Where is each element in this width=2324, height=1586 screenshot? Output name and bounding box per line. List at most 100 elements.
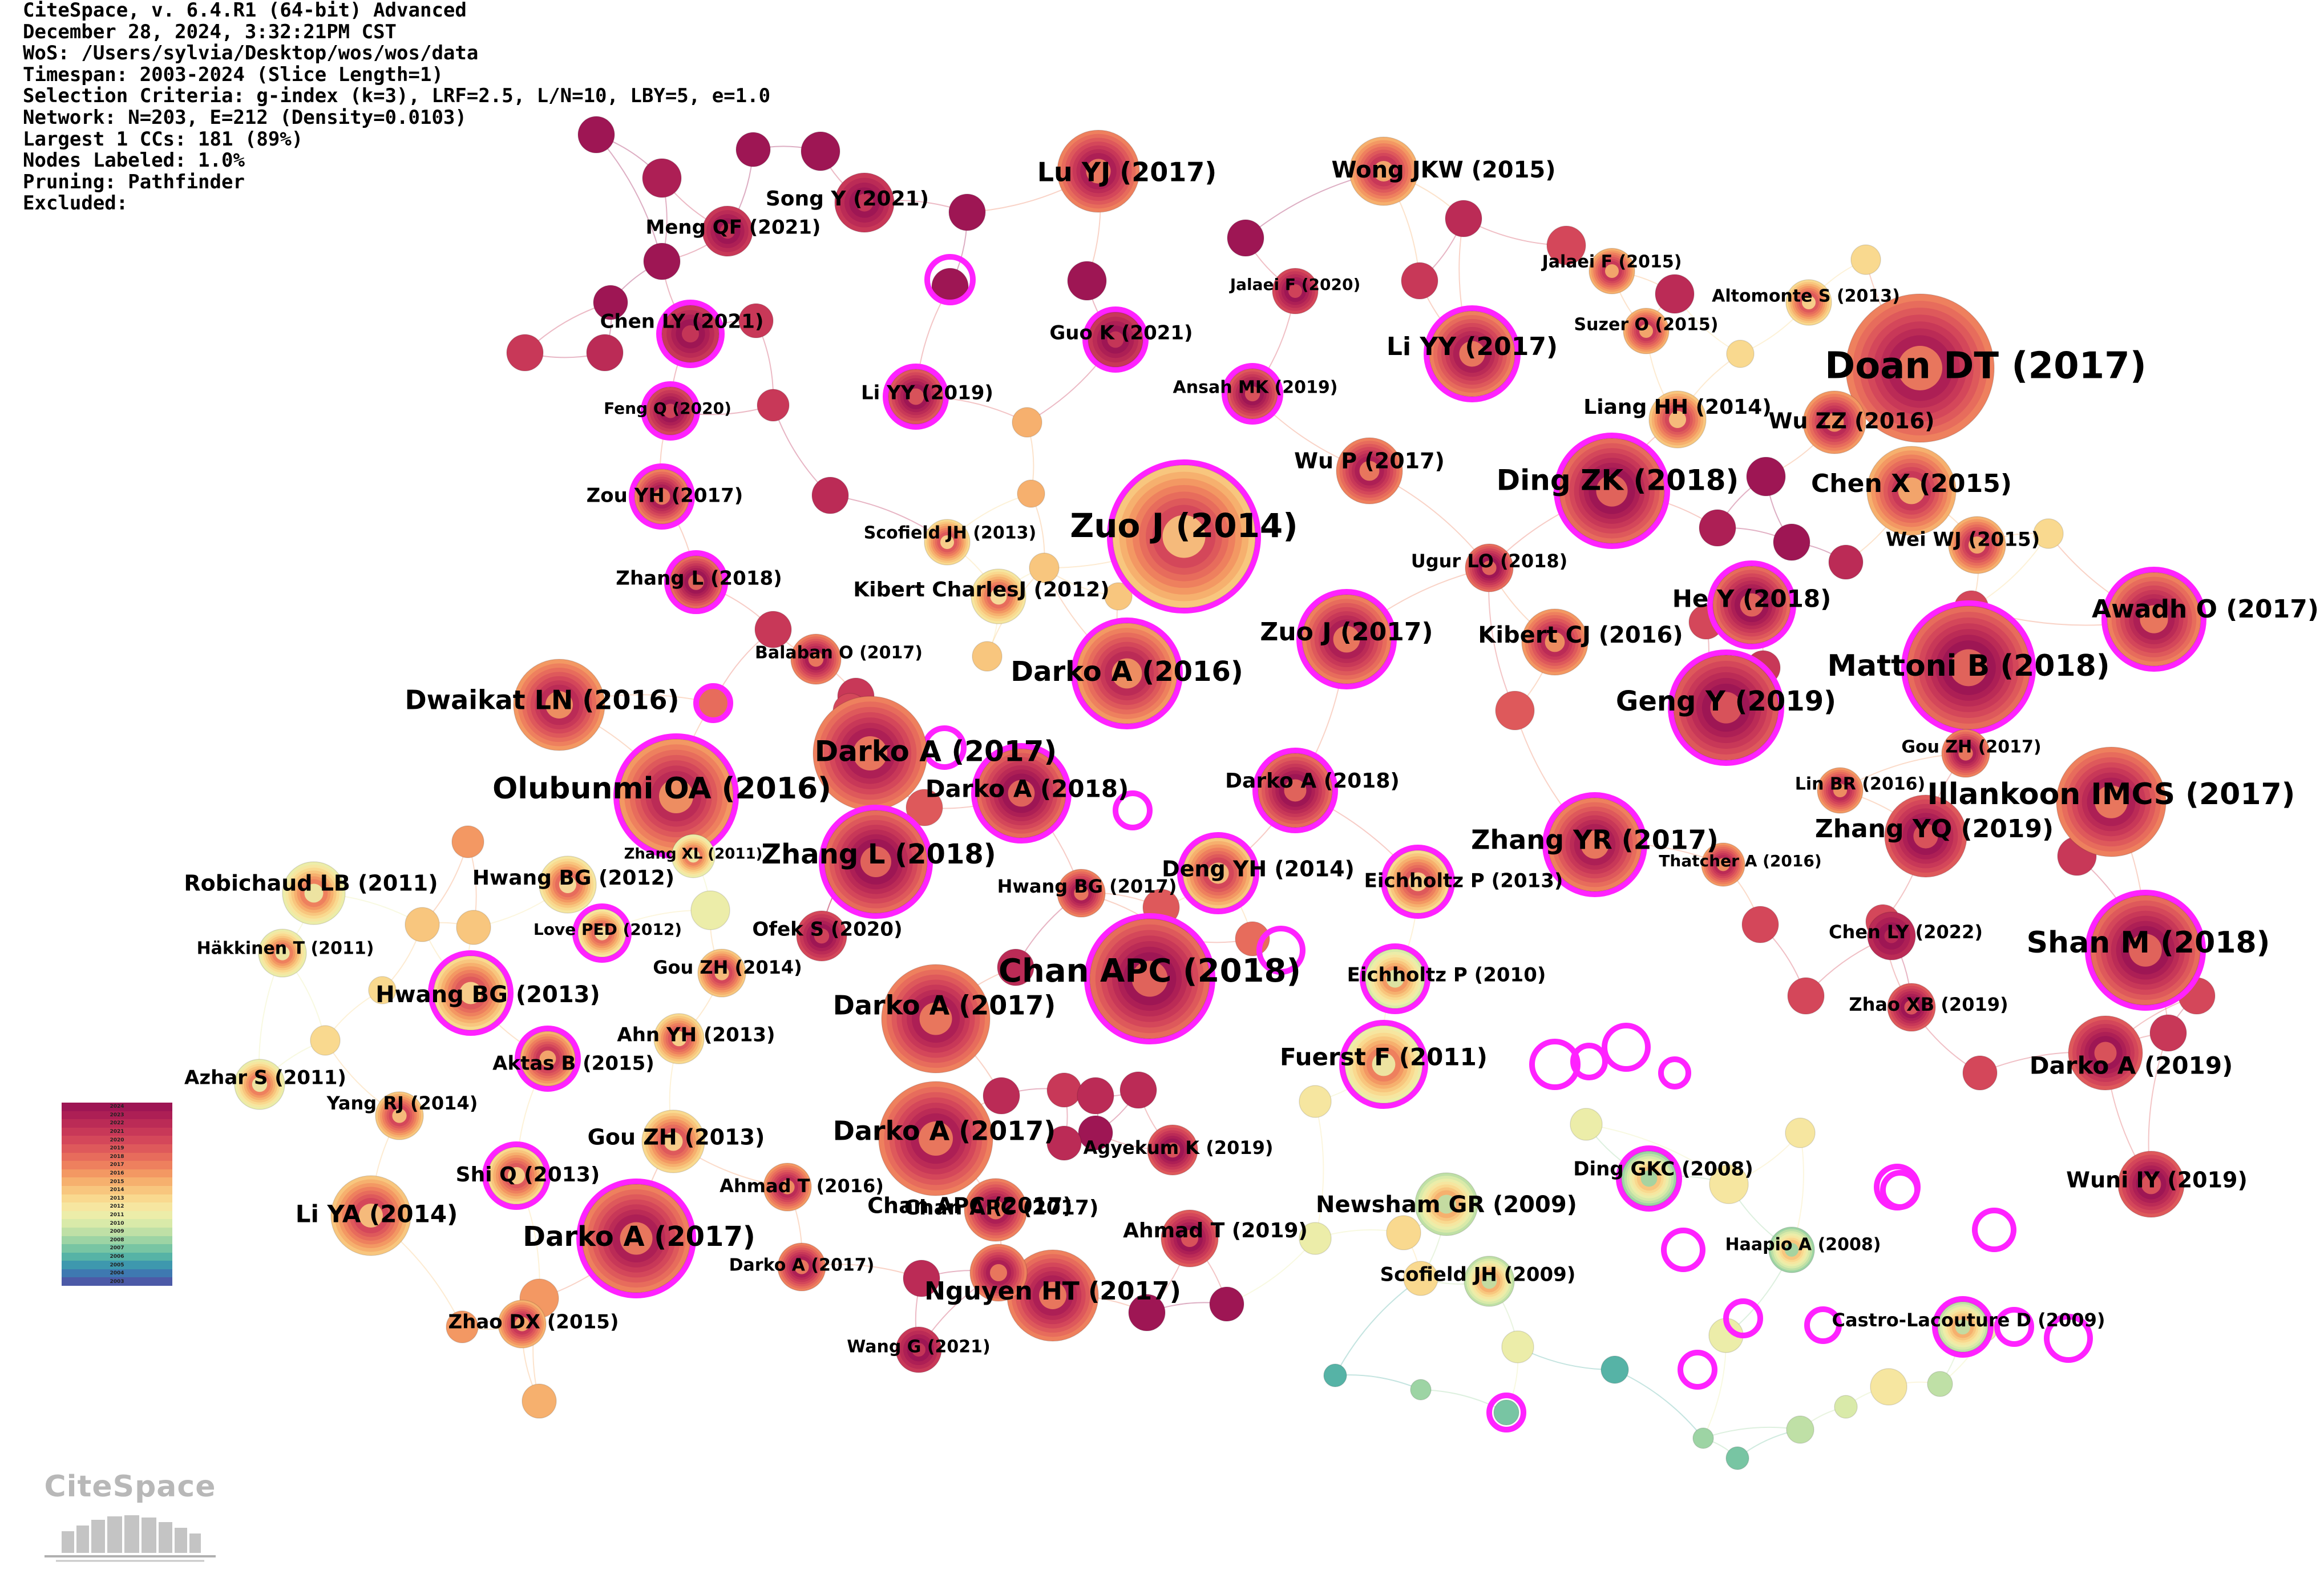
network-node	[801, 131, 840, 171]
legend-swatch: 2020	[62, 1136, 172, 1144]
node-label: Olubunmi OA (2016)	[492, 772, 831, 806]
citation-node	[375, 1091, 424, 1140]
legend-swatch: 2014	[62, 1185, 172, 1194]
node-label: Gou ZH (2017)	[1901, 737, 2041, 757]
network-node	[446, 1310, 479, 1343]
citation-node	[653, 1013, 705, 1064]
network-node	[1410, 1379, 1432, 1401]
network-node	[1773, 523, 1810, 561]
node-label: Häkkinen T (2011)	[197, 939, 374, 959]
citation-node	[539, 855, 597, 914]
node-label: Chen X (2015)	[1811, 469, 2012, 498]
network-edge	[596, 134, 662, 262]
summary-line: Pruning: Pathfinder	[23, 170, 245, 193]
citation-node	[777, 1242, 826, 1292]
network-node	[1850, 244, 1881, 275]
burst-ring	[1994, 1307, 2034, 1347]
citation-node	[1349, 136, 1418, 206]
node-label: Ugur LO (2018)	[1411, 550, 1568, 572]
node-label: Eichholtz P (2013)	[1364, 870, 1563, 893]
network-node	[577, 116, 615, 154]
network-node	[2033, 518, 2064, 549]
citation-node	[656, 300, 725, 368]
citation-node	[1360, 943, 1430, 1014]
network-node	[1299, 1222, 1332, 1255]
citation-node	[258, 929, 307, 978]
citation-node	[1084, 913, 1215, 1044]
network-node	[1834, 1395, 1858, 1419]
citation-node	[1222, 363, 1283, 425]
node-label: Darko A (2017)	[729, 1256, 875, 1276]
node-label: Meng QF (2021)	[646, 216, 821, 239]
legend-year: 2021	[110, 1129, 124, 1135]
node-label: Ahmad T (2019)	[1123, 1219, 1308, 1242]
legend-year: 2006	[110, 1253, 124, 1260]
legend-year: 2015	[110, 1179, 124, 1185]
citation-node	[1272, 268, 1319, 314]
burst-ring	[1804, 1306, 1842, 1344]
node-label: Darko A (2017)	[523, 1221, 755, 1253]
network-node	[754, 611, 792, 648]
network-node	[522, 1383, 557, 1419]
citation-node	[1648, 390, 1707, 449]
citation-node	[1817, 767, 1864, 814]
citation-node	[629, 463, 695, 530]
node-label: Love PED (2012)	[533, 920, 682, 939]
citation-node	[1866, 446, 1957, 536]
citation-node	[1845, 293, 1995, 443]
legend-swatch: 2007	[62, 1244, 172, 1253]
node-label: Jalaei F (2015)	[1541, 252, 1682, 272]
network-node	[906, 789, 943, 826]
node-label: Ding ZK (2018)	[1497, 464, 1739, 497]
network-edge	[1335, 1278, 1421, 1376]
burst-ring	[693, 683, 733, 723]
citation-node	[513, 659, 605, 751]
citation-node	[883, 364, 949, 430]
node-label: Suzer O (2015)	[1574, 315, 1719, 335]
node-label: Illankoon IMCS (2017)	[1927, 777, 2295, 812]
citation-node	[1701, 842, 1745, 887]
network-node	[1046, 1072, 1082, 1108]
node-label: Ding GKC (2008)	[1573, 1158, 1753, 1181]
summary-line: December 28, 2024, 3:32:21PM CST	[23, 20, 397, 43]
citation-node	[702, 205, 753, 257]
citation-node	[1941, 729, 1990, 778]
network-node	[1709, 1164, 1749, 1204]
citation-node	[1161, 1209, 1219, 1268]
citation-node	[1336, 437, 1403, 505]
network-node	[1401, 262, 1438, 300]
network-node	[1785, 1117, 1816, 1148]
node-label: Zhang YR (2017)	[1471, 825, 1719, 855]
node-label: Geng Y (2019)	[1616, 685, 1836, 717]
citation-node	[234, 1059, 285, 1110]
citation-node	[1465, 543, 1514, 592]
legend-year: 2023	[110, 1112, 124, 1118]
citation-node	[1057, 869, 1106, 918]
network-edge	[1586, 1124, 1729, 1185]
citation-node	[2068, 1015, 2143, 1091]
node-labels: Doan DT (2017) Zuo J (2014) Chan APC (2018…	[184, 157, 2319, 1357]
legend-swatch: 2024	[62, 1103, 172, 1111]
citation-node	[971, 743, 1072, 844]
citation-node	[641, 381, 700, 441]
node-label: Gou ZH (2013)	[588, 1125, 765, 1150]
summary-line: Largest 1 CCs: 181 (89%)	[23, 127, 304, 151]
node-label: Fuerst F (2011)	[1280, 1043, 1488, 1071]
logo-skyline-icon	[45, 1515, 216, 1562]
citation-node	[1521, 608, 1589, 676]
network-node	[1962, 1055, 1998, 1091]
node-label: Song Y (2021)	[766, 187, 929, 211]
node-label: Ofek S (2020)	[752, 918, 902, 941]
node-label: Aktas B (2015)	[492, 1052, 654, 1075]
network-node	[1787, 977, 1825, 1015]
node-label: Darko A (2017)	[815, 735, 1057, 768]
node-label: Darko A (2018)	[925, 775, 1129, 803]
legend-year: 2008	[110, 1237, 124, 1243]
burst-ring	[1113, 790, 1153, 830]
network-node	[1726, 340, 1755, 368]
network-node	[1546, 225, 1586, 265]
node-label: Altomonte S (2013)	[1712, 286, 1900, 306]
network-node	[1403, 1261, 1438, 1296]
citation-node	[1082, 306, 1149, 373]
